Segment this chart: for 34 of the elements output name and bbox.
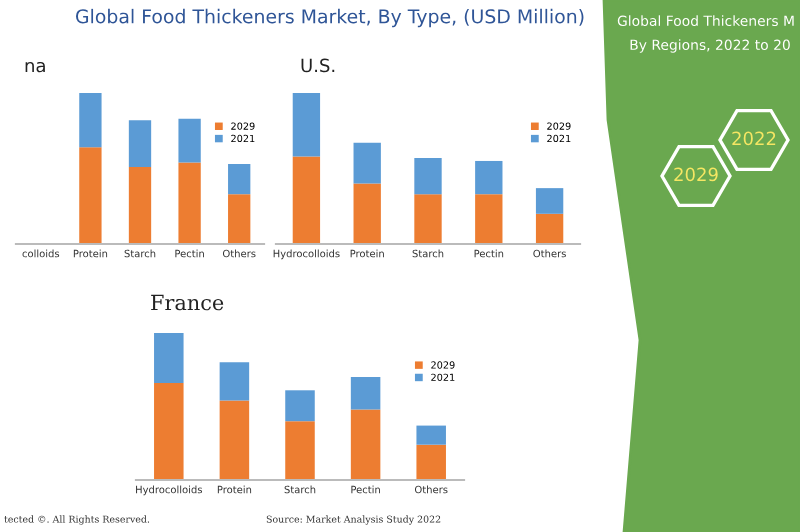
text: 2029 (674, 167, 718, 182)
chart-title: France (151, 294, 224, 311)
bar (535, 188, 564, 214)
bar (350, 377, 381, 410)
bar (414, 157, 442, 195)
bar (128, 167, 152, 244)
bar (285, 421, 315, 480)
bar (178, 162, 201, 244)
bar (219, 362, 250, 401)
text: Global Food Thickeners Market, By Type, (USD Million) (75, 8, 584, 28)
bar (79, 147, 102, 244)
bar (416, 444, 446, 480)
chart-title: U.S. (301, 58, 335, 73)
bar (475, 194, 503, 244)
bar (228, 163, 251, 195)
bar (292, 93, 321, 157)
bar (292, 156, 321, 244)
bar (475, 160, 503, 195)
bar (285, 390, 315, 422)
bar (350, 409, 381, 480)
bar (535, 213, 564, 244)
chart-title: na (25, 61, 45, 73)
bar (414, 194, 442, 244)
bar (353, 142, 381, 184)
bar (128, 120, 152, 167)
bar (154, 382, 184, 480)
bar (353, 183, 381, 244)
bar (219, 400, 250, 480)
text: 2022 (732, 131, 776, 146)
bar (178, 118, 201, 163)
bar (416, 425, 446, 445)
bar (228, 194, 251, 244)
bar (154, 332, 184, 383)
bar (79, 93, 102, 148)
